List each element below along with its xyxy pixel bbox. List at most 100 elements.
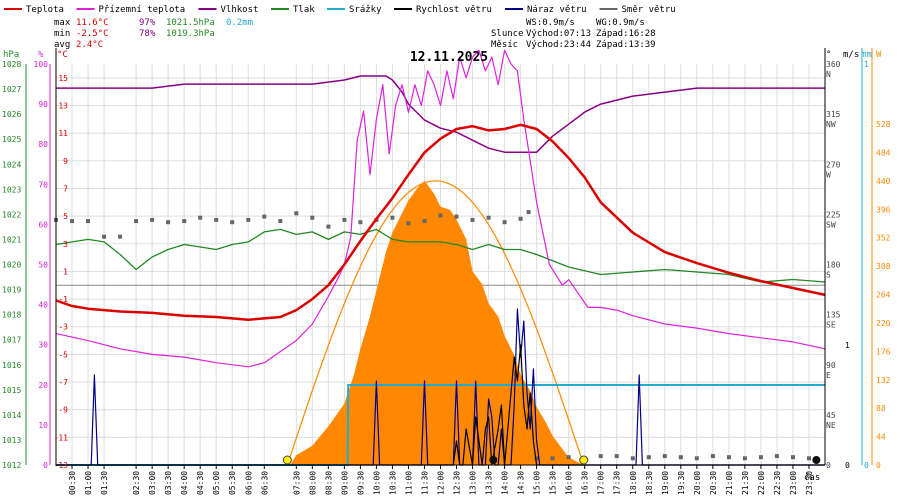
wind-direction-point	[422, 219, 427, 224]
wind-direction-point	[342, 217, 347, 222]
stats-avg-temp: 2.4°C	[76, 40, 103, 50]
wind-direction-point	[278, 219, 283, 224]
wind-direction-point	[246, 217, 251, 222]
c-tick-label: 1	[63, 267, 68, 276]
time-tick-label: 07:30	[292, 471, 301, 495]
moonrise-marker	[812, 456, 821, 464]
hpa-tick-label: 1023	[2, 185, 21, 194]
time-tick-label: 04:00	[180, 471, 189, 495]
dir-tick-label: 0	[826, 461, 831, 470]
c-tick-label: 15	[58, 74, 68, 83]
stats-max-press: 1021.5hPa	[166, 18, 215, 28]
time-tick-label: 16:30	[581, 471, 590, 495]
wind-direction-point	[742, 456, 747, 461]
hpa-tick-label: 1022	[2, 210, 21, 219]
time-tick-label: 22:30	[773, 471, 782, 495]
w-tick-label: 308	[876, 262, 891, 271]
time-tick-label: 12:30	[453, 471, 462, 495]
stats-max-temp: 11.6°C	[76, 18, 109, 28]
wind-direction-point	[694, 456, 699, 461]
info-sunset: Západ:16:28	[596, 29, 656, 39]
time-tick-label: 02:30	[132, 471, 141, 495]
axes-layer: 00:30 01:00 01:30 02:30 03:00 03:30 04:00 04:30…	[2, 48, 891, 495]
dir-tick-label: 45	[826, 411, 836, 420]
legend: Teplota Přízemní teplota Vlhkost Tlak Srážky…	[4, 5, 676, 15]
dir-tick-label: 360	[826, 60, 841, 69]
time-tick-label: 05:30	[228, 471, 237, 495]
hpa-tick-label: 1017	[2, 336, 21, 345]
wind-direction-point	[710, 454, 715, 459]
c-tick-label: 3	[63, 240, 68, 249]
hpa-unit-label: hPa	[3, 50, 19, 60]
wind-direction-point	[534, 456, 539, 461]
c-tick-label: 11	[58, 129, 68, 138]
solar-radiation-layer	[286, 180, 585, 466]
wind-direction-point	[406, 221, 411, 226]
mm-tick-label: 1	[864, 60, 869, 69]
hpa-tick-label: 1021	[2, 235, 21, 244]
humidity-line	[56, 75, 825, 153]
sun-moon-markers	[282, 455, 821, 465]
wind-direction-point	[294, 211, 299, 216]
ms-tick-label: 1	[845, 341, 850, 350]
c-tick-label: -9	[58, 406, 68, 415]
time-tick-label: 17:30	[613, 471, 622, 495]
time-tick-label: 06:00	[244, 471, 253, 495]
c-tick-label: -7	[58, 378, 68, 387]
hpa-tick-label: 1025	[2, 135, 21, 144]
time-tick-label: 12:00	[437, 471, 446, 495]
time-tick-label: 20:00	[693, 471, 702, 495]
mm-unit-label: mm	[861, 50, 872, 60]
time-tick-label: 09:00	[340, 471, 349, 495]
wind-direction-point	[326, 224, 331, 229]
info-moonrise: Východ:23:44	[526, 40, 591, 50]
wind-direction-point	[614, 454, 619, 459]
info-ws: WS:0.9m/s	[526, 18, 575, 28]
stats-avg-label: avg	[54, 40, 70, 50]
wind-direction-point	[807, 456, 811, 461]
ground-temperature-line	[55, 49, 826, 368]
time-tick-label: 15:00	[533, 471, 542, 495]
time-tick-label: 10:30	[388, 471, 397, 495]
sunset-marker	[579, 455, 589, 465]
time-tick-label: 03:30	[164, 471, 173, 495]
wind-direction-point	[630, 456, 635, 461]
moonset-marker	[489, 456, 498, 464]
wind-direction-point	[390, 215, 395, 220]
pct-tick-label: 20	[38, 381, 48, 390]
c-unit-label: °C	[57, 50, 68, 60]
time-tick-label: 21:00	[725, 471, 734, 495]
w-tick-label: 528	[876, 120, 891, 129]
wind-direction-point	[230, 220, 235, 225]
wind-direction-point	[198, 215, 203, 220]
wind-direction-point	[598, 454, 603, 459]
pct-tick-label: 10	[38, 421, 48, 430]
stats-max-label: max	[54, 18, 71, 28]
time-tick-label: 15:30	[549, 471, 558, 495]
hpa-tick-label: 1012	[2, 461, 21, 470]
w-tick-label: 88	[876, 404, 886, 413]
dir-compass-label: N	[826, 70, 831, 79]
c-tick-label: -1	[58, 295, 68, 304]
stats-panel: max 11.6°C 97% 1021.5hPa 0.2mm min -2.5°…	[54, 18, 253, 50]
c-tick-label: -5	[58, 350, 68, 359]
time-tick-label: 04:30	[196, 471, 205, 495]
legend-label: Rychlost větru	[416, 5, 492, 15]
dir-compass-label: W	[826, 170, 831, 179]
x-axis-label: čas	[804, 472, 820, 483]
c-tick-label: 5	[63, 212, 68, 221]
wind-direction-point	[526, 210, 531, 215]
wind-direction-point	[678, 455, 683, 460]
wind-direction-point	[310, 215, 315, 220]
dir-compass-label: SE	[826, 321, 836, 330]
dir-tick-label: 135	[826, 311, 841, 320]
wind-direction-point	[566, 455, 571, 460]
time-tick-label: 05:00	[212, 471, 221, 495]
time-tick-label: 16:00	[565, 471, 574, 495]
dir-compass-label: E	[826, 371, 831, 380]
time-tick-label: 18:00	[629, 471, 638, 495]
time-tick-label: 13:00	[469, 471, 478, 495]
info-wg: WG:0.9m/s	[596, 18, 645, 28]
legend-label: Vlhkost	[221, 5, 259, 15]
